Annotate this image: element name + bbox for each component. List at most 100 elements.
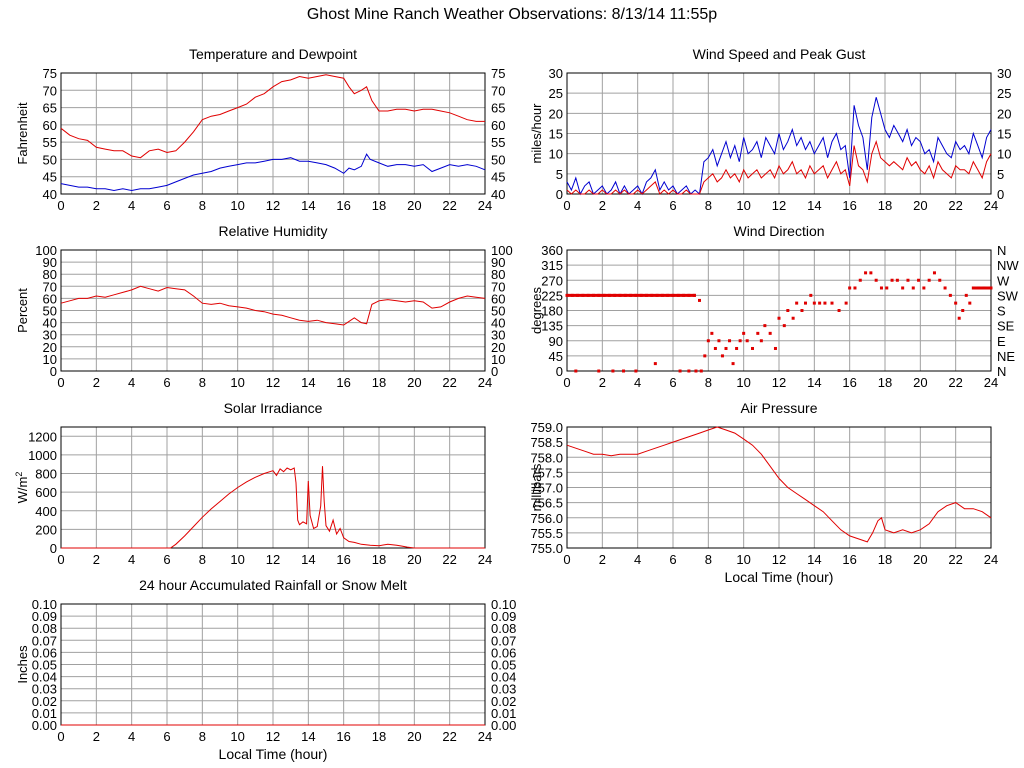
y-tick-label: 70	[43, 279, 57, 294]
y-tick-label: 15	[549, 127, 563, 142]
data-point	[938, 278, 942, 282]
y-axis-label: millibars	[529, 463, 544, 511]
data-point	[906, 278, 910, 282]
x-tick-label: 24	[984, 552, 998, 567]
y-tick-label: 20	[549, 106, 563, 121]
x-axis-label: Local Time (hour)	[219, 746, 328, 762]
data-point	[874, 278, 878, 282]
data-point	[756, 331, 760, 335]
series-line-red	[566, 139, 992, 195]
data-point	[738, 339, 742, 343]
y-tick-label: 135	[541, 319, 563, 334]
data-point	[720, 354, 724, 358]
x-tick-label: 14	[301, 375, 315, 390]
data-point	[818, 301, 822, 305]
x-tick-label: 18	[372, 552, 386, 567]
x-tick-label: 8	[705, 375, 712, 390]
data-point	[694, 369, 698, 373]
data-point	[742, 331, 746, 335]
y-tick-label: 0	[556, 187, 563, 202]
x-tick-label: 20	[407, 198, 421, 213]
y-tick-label: 1200	[28, 429, 57, 444]
data-point	[731, 362, 735, 366]
y-tick-label: 758.0	[530, 450, 563, 465]
x-tick-label: 16	[336, 552, 350, 567]
right-tick-label: 0.07	[491, 633, 516, 648]
data-point	[911, 286, 915, 290]
y-axis-label: Inches	[15, 645, 30, 684]
x-tick-label: 10	[736, 375, 750, 390]
x-tick-label: 8	[199, 552, 206, 567]
y-tick-label: 755.5	[530, 526, 563, 541]
x-tick-label: 2	[93, 375, 100, 390]
right-tick-label: 0.03	[491, 682, 516, 697]
data-point	[735, 346, 739, 350]
data-point	[786, 309, 790, 312]
y-tick-label: 0.04	[32, 670, 57, 685]
data-point	[885, 286, 889, 290]
x-tick-label: 4	[634, 552, 641, 567]
x-tick-label: 4	[634, 375, 641, 390]
y-tick-label: 0.01	[32, 706, 57, 721]
series-line-blue	[60, 153, 486, 192]
chart-title: Temperature and Dewpoint	[189, 46, 357, 62]
y-tick-label: 80	[43, 267, 57, 282]
x-tick-label: 8	[199, 198, 206, 213]
series-line-red	[61, 466, 485, 549]
right-tick-label: S	[997, 304, 1006, 319]
x-tick-label: 0	[563, 552, 570, 567]
x-tick-label: 12	[772, 198, 786, 213]
x-tick-label: 10	[230, 729, 244, 744]
x-tick-label: 2	[599, 198, 606, 213]
right-tick-label: 100	[491, 243, 513, 258]
right-tick-label: 0.04	[491, 670, 516, 685]
y-tick-label: 40	[43, 187, 57, 202]
x-tick-label: 18	[372, 729, 386, 744]
data-point	[869, 271, 873, 275]
y-tick-label: 45	[43, 170, 57, 185]
right-tick-label: 70	[491, 279, 505, 294]
x-tick-label: 4	[634, 198, 641, 213]
x-tick-label: 6	[669, 552, 676, 567]
right-tick-label: E	[997, 334, 1006, 349]
data-point	[922, 286, 926, 290]
right-tick-label: 0	[491, 364, 498, 379]
data-point	[968, 301, 972, 305]
x-tick-label: 14	[807, 198, 821, 213]
y-axis-label: W/m2	[14, 472, 30, 504]
y-tick-label: 45	[549, 349, 563, 364]
data-point	[927, 278, 931, 282]
x-tick-label: 16	[842, 375, 856, 390]
y-tick-label: 360	[541, 243, 563, 258]
y-tick-label: 0.00	[32, 718, 57, 733]
chart-title: Wind Direction	[733, 223, 824, 239]
right-tick-label: 15	[997, 127, 1011, 142]
y-tick-label: 90	[549, 334, 563, 349]
x-tick-label: 16	[336, 375, 350, 390]
data-point	[703, 354, 707, 358]
data-point	[932, 271, 936, 275]
x-tick-label: 2	[599, 375, 606, 390]
data-point	[964, 293, 968, 297]
y-tick-label: 0	[50, 541, 57, 556]
data-point	[954, 301, 958, 305]
right-tick-label: 10	[997, 147, 1011, 162]
plot-frame	[566, 72, 992, 195]
data-point	[699, 369, 703, 373]
x-tick-label: 4	[128, 729, 135, 744]
data-point	[800, 309, 804, 312]
x-tick-label: 14	[301, 198, 315, 213]
x-tick-label: 16	[842, 552, 856, 567]
y-tick-label: 65	[43, 101, 57, 116]
x-tick-label: 20	[913, 552, 927, 567]
data-point	[728, 339, 732, 343]
x-tick-label: 8	[199, 375, 206, 390]
chart-title: Relative Humidity	[219, 223, 328, 239]
y-tick-label: 50	[43, 152, 57, 167]
data-point	[795, 301, 799, 305]
right-tick-label: 45	[491, 170, 505, 185]
y-axis-label: Percent	[15, 288, 30, 333]
x-tick-label: 2	[93, 552, 100, 567]
